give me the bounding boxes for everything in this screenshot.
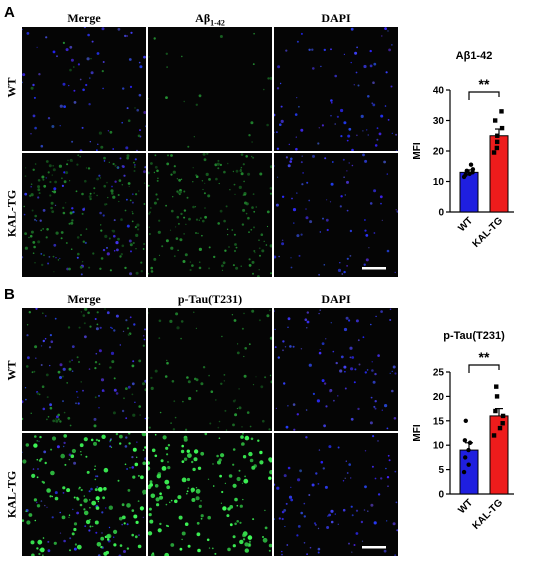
panel-b-letter: B: [4, 286, 15, 303]
panel-b-row-kaltg: KAL-TG: [4, 470, 19, 519]
data-point: [463, 172, 468, 177]
y-tick-label: 15: [433, 416, 445, 427]
data-point: [499, 125, 505, 131]
panel-a-col-merge: Merge: [67, 11, 101, 25]
panel-a-col-abeta: Aβ1-42: [148, 11, 272, 27]
panel-a-col-abeta-sub: 1-42: [210, 18, 225, 28]
panel-b-kaltg-merge: [22, 433, 146, 556]
data-point: [495, 133, 500, 138]
data-point: [494, 394, 500, 399]
panel-b-kaltg-ptau: [148, 433, 272, 556]
data-point: [497, 425, 503, 431]
x-tick-label: KAL-TG: [471, 215, 506, 250]
data-point: [463, 418, 468, 423]
y-tick-label: 20: [433, 147, 445, 158]
x-tick-label: WT: [456, 215, 475, 234]
panel-b-kaltg-dapi: [274, 433, 398, 556]
panel-b-row-wt: WT: [4, 360, 19, 381]
data-point: [461, 469, 467, 475]
data-point: [464, 168, 469, 174]
panel-a-wt-merge: [22, 27, 146, 151]
data-point: [494, 145, 500, 151]
y-tick-label: 10: [433, 441, 445, 452]
panel-b-wt-merge: [22, 308, 146, 431]
y-tick-label: 20: [433, 392, 445, 403]
data-point: [467, 440, 473, 445]
data-point: [462, 438, 468, 443]
panel-b-col-ptau: p-Tau(T231): [177, 292, 243, 306]
data-point: [470, 167, 476, 172]
panel-b-col-dapi: DAPI: [321, 292, 351, 306]
data-point: [494, 384, 499, 389]
y-tick-label: 0: [438, 490, 444, 501]
chart-title: p-Tau(T231): [443, 330, 505, 342]
data-point: [466, 447, 471, 453]
significance-label: **: [479, 349, 490, 365]
y-tick-label: 5: [438, 465, 444, 476]
data-point: [491, 150, 497, 155]
panel-a-kaltg-abeta: [148, 153, 272, 277]
panel-b-wt-ptau: [148, 308, 272, 431]
panel-a-letter: A: [4, 4, 15, 21]
data-point: [499, 109, 504, 114]
panel-a-wt-dapi: [274, 27, 398, 151]
scale-bar: [362, 267, 386, 270]
panel-a-row-kaltg: KAL-TG: [4, 189, 19, 238]
y-tick-label: 30: [433, 116, 445, 127]
y-tick-label: 40: [433, 86, 445, 97]
panel-b-wt-dapi: [274, 308, 398, 431]
data-point: [493, 408, 498, 414]
chart-title: Aβ1-42: [456, 50, 493, 62]
y-tick-label: 25: [433, 368, 445, 379]
data-point: [494, 139, 500, 145]
significance-bracket: [468, 91, 500, 100]
data-point: [463, 455, 468, 460]
scale-bar: [362, 546, 386, 549]
panel-a-col-dapi: DAPI: [321, 11, 351, 25]
data-point: [466, 462, 471, 467]
data-point: [492, 118, 498, 123]
y-axis-label: MFI: [412, 142, 423, 159]
panel-a-kaltg-dapi: [274, 153, 398, 277]
y-tick-label: 10: [433, 177, 445, 188]
panel-a-kaltg-merge: [22, 153, 146, 277]
y-axis-label: MFI: [412, 424, 423, 441]
panel-a-wt-abeta: [148, 27, 272, 151]
x-tick-label: KAL-TG: [471, 497, 506, 532]
data-point: [500, 413, 506, 419]
significance-bracket: [468, 364, 500, 373]
data-point: [491, 433, 497, 438]
panel-a-row-wt: WT: [4, 77, 19, 98]
data-point: [468, 162, 474, 167]
significance-label: **: [479, 76, 490, 92]
panel-a-col-abeta-main: Aβ: [195, 11, 211, 25]
x-tick-label: WT: [456, 497, 475, 516]
data-point: [500, 421, 505, 426]
y-tick-label: 0: [438, 208, 444, 219]
panel-b-col-merge: Merge: [67, 292, 101, 306]
